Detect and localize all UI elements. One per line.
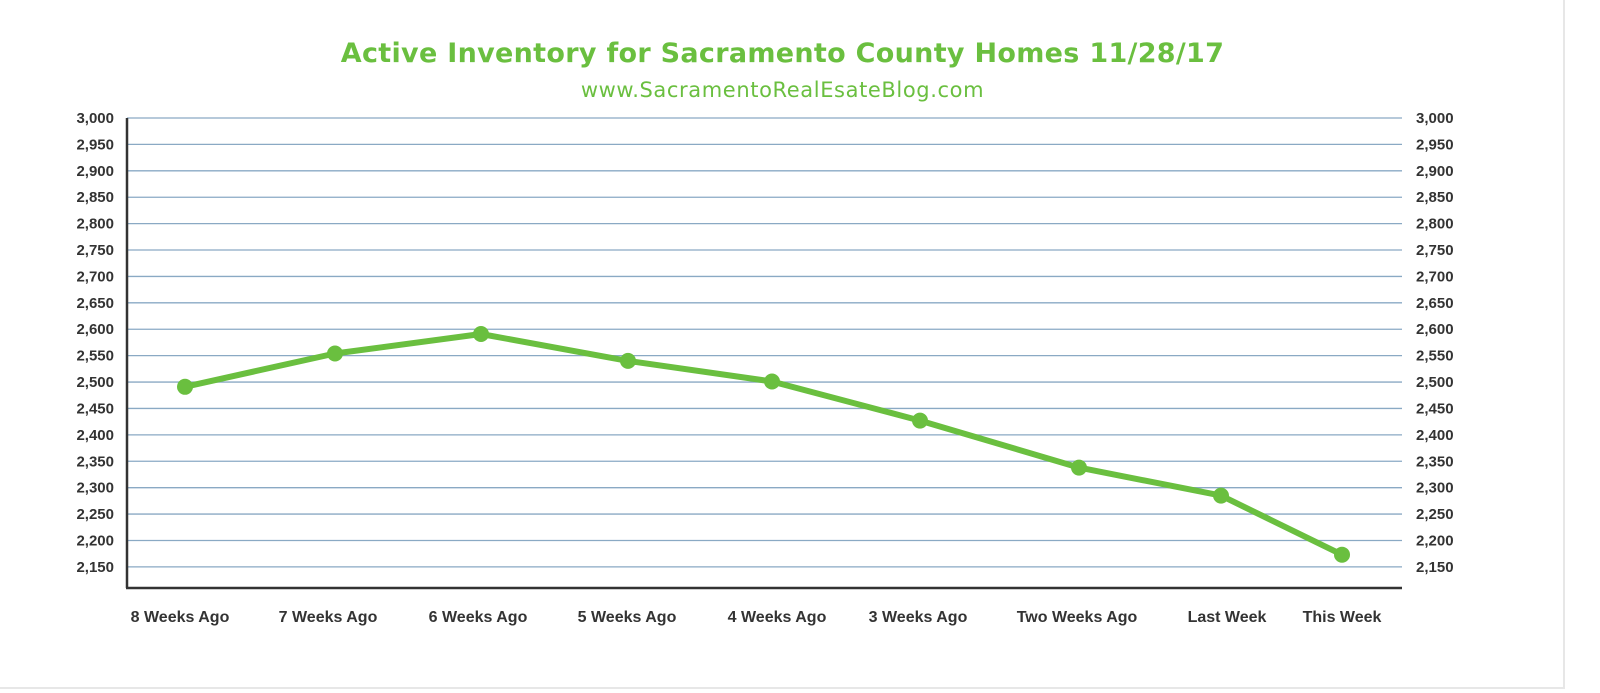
y-tick-label-right: 2,200 [1416, 532, 1454, 549]
series-points [177, 326, 1350, 563]
data-point [327, 345, 343, 362]
series-line-path [182, 331, 1345, 558]
axes [125, 118, 1402, 590]
y-tick-label: 2,150 [76, 559, 114, 576]
y-tick-label: 2,550 [76, 348, 114, 365]
y-tick-label: 2,850 [76, 189, 114, 206]
chart-title: Active Inventory for Sacramento County H… [340, 38, 1225, 69]
x-tick-label: Last Week [1188, 609, 1267, 626]
y-tick-label-right: 2,950 [1416, 136, 1454, 153]
y-tick-label: 2,350 [76, 453, 114, 470]
y-tick-label: 2,300 [76, 480, 114, 497]
x-tick-label: 7 Weeks Ago [279, 609, 378, 626]
data-point [473, 326, 489, 342]
x-tick-label: 5 Weeks Ago [578, 609, 677, 626]
x-tick-label: 6 Weeks Ago [429, 609, 528, 626]
right-y-tick-labels: 3,000 2,950 2,900 2,850 2,800 2,750 2,700 2,650… [1416, 110, 1454, 576]
chart-frame [0, 0, 1565, 689]
y-tick-label-right: 2,750 [1416, 242, 1454, 259]
y-tick-label: 3,000 [76, 110, 114, 127]
y-tick-label-right: 2,850 [1416, 189, 1454, 206]
y-tick-label-right: 2,450 [1416, 400, 1454, 417]
y-tick-label: 2,500 [76, 374, 114, 391]
data-point [1071, 459, 1087, 476]
data-point [912, 412, 928, 429]
y-tick-label-right: 2,900 [1416, 163, 1454, 180]
y-tick-label: 2,750 [76, 242, 114, 259]
x-tick-label: 8 Weeks Ago [131, 609, 230, 626]
data-point [1334, 546, 1350, 563]
y-tick-label-right: 2,400 [1416, 427, 1454, 444]
y-tick-label-right: 2,300 [1416, 480, 1454, 497]
y-tick-label-right: 2,650 [1416, 295, 1454, 312]
data-point [177, 378, 193, 395]
data-point [1213, 487, 1229, 504]
x-category-labels: 8 Weeks Ago 7 Weeks Ago 6 Weeks Ago 5 Weeks… [131, 609, 1382, 626]
data-point [764, 373, 780, 390]
y-tick-label: 2,450 [76, 400, 114, 417]
y-tick-label: 2,800 [76, 216, 114, 233]
y-tick-label: 2,250 [76, 506, 114, 523]
y-tick-label: 2,700 [76, 268, 114, 285]
y-tick-label-right: 2,600 [1416, 321, 1454, 338]
y-tick-label-right: 2,350 [1416, 453, 1454, 470]
y-tick-label: 2,650 [76, 295, 114, 312]
y-tick-label: 2,200 [76, 532, 114, 549]
left-y-tick-labels: 3,000 2,950 2,900 2,850 2,800 2,750 2,700 2,650… [76, 110, 114, 576]
series-line [182, 331, 1345, 558]
y-tick-label: 2,400 [76, 427, 114, 444]
x-tick-label: Two Weeks Ago [1017, 609, 1138, 626]
y-tick-label: 2,600 [76, 321, 114, 338]
data-point [620, 352, 636, 369]
x-tick-label: 4 Weeks Ago [728, 609, 827, 626]
y-tick-label-right: 3,000 [1416, 110, 1454, 127]
gridlines [127, 117, 1402, 568]
y-tick-label-right: 2,250 [1416, 506, 1454, 523]
y-tick-label-right: 2,500 [1416, 374, 1454, 391]
x-tick-label: This Week [1303, 609, 1382, 626]
y-tick-label: 2,900 [76, 163, 114, 180]
y-tick-label-right: 2,150 [1416, 559, 1454, 576]
chart-subtitle: www.SacramentoRealEsateBlog.com [580, 78, 985, 102]
y-tick-label-right: 2,700 [1416, 268, 1454, 285]
y-tick-label: 2,950 [76, 136, 114, 153]
y-tick-label-right: 2,550 [1416, 348, 1454, 365]
x-tick-label: 3 Weeks Ago [869, 609, 968, 626]
y-tick-label-right: 2,800 [1416, 216, 1454, 233]
